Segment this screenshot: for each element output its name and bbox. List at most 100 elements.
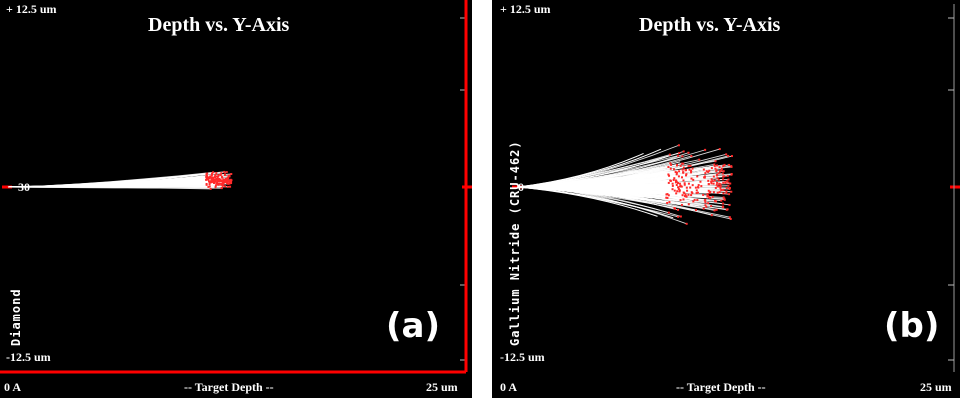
ion-endpoint [667,194,670,197]
ion-endpoint [682,198,685,201]
ion-endpoint [672,178,675,181]
ion-endpoint [726,174,729,177]
ion-endpoint [725,153,728,156]
ion-endpoint [715,173,718,176]
ion-endpoint [207,176,210,179]
ion-endpoint [687,151,690,154]
ion-endpoint [212,171,215,174]
x-axis-left-label: 0 A [500,380,518,394]
ion-endpoint [218,182,221,185]
ion-endpoint [678,152,681,155]
ion-endpoint [694,186,697,189]
ion-endpoint [222,178,225,181]
ion-endpoint [698,158,701,161]
ion-endpoint [720,167,723,170]
ion-endpoint [723,163,726,166]
ion-endpoint [721,172,724,175]
ion-endpoint [713,179,716,182]
ion-endpoint [677,208,680,211]
ion-endpoint [704,172,707,175]
ion-endpoint [210,172,213,175]
ion-endpoint [691,184,694,187]
ion-endpoint [676,163,679,166]
ion-endpoint [676,190,679,193]
ion-endpoint [725,186,728,189]
ion-endpoint [718,185,721,188]
x-axis-right-label: 25 um [920,380,952,394]
ion-endpoint [229,185,232,188]
ion-endpoint [730,165,733,168]
ion-endpoint [728,216,731,219]
ion-endpoint [704,148,707,151]
center-label: 0 [518,180,524,194]
ion-endpoint [681,194,684,197]
ion-endpoint [687,193,690,196]
ion-endpoint [680,185,683,188]
ion-endpoint [675,180,678,183]
ion-track-outlier [517,186,651,212]
ion-endpoint [678,185,681,188]
ion-endpoint [722,165,725,168]
ion-endpoint [730,190,733,193]
ion-endpoint [214,186,217,189]
panel-a: Depth vs. Y-Axis + 12.5 um -12.5 um 30 D… [0,0,472,398]
ion-endpoint [708,196,711,199]
ion-endpoint [727,154,730,157]
ion-endpoint [713,164,716,167]
ion-endpoint [676,182,679,185]
ion-endpoint [682,179,685,182]
ion-endpoint [690,191,693,194]
ion-endpoint [727,184,730,187]
ion-endpoint [696,199,699,202]
ion-endpoint [221,176,224,179]
ion-endpoint [722,188,725,191]
ion-endpoint [725,190,728,193]
ion-endpoint [215,172,218,175]
ion-endpoint [724,181,727,184]
ion-endpoint [715,170,718,173]
ion-track [517,185,679,190]
ion-endpoint [703,176,706,179]
ion-endpoint [217,175,220,178]
ion-endpoint [730,172,733,175]
ion-endpoint [223,170,226,173]
ion-endpoint [710,167,713,170]
ion-endpoint [690,155,693,158]
ion-endpoint [692,178,695,181]
panel-tag: (b) [884,306,940,346]
ion-track-outlier [517,161,681,188]
ion-endpoint [712,191,715,194]
ion-endpoint [674,171,677,174]
ion-track-outlier [517,152,644,188]
ion-endpoint [705,170,708,173]
ion-endpoint [713,209,716,212]
ion-endpoint [675,183,678,186]
ion-endpoint [722,178,725,181]
ion-endpoint [685,186,688,189]
ion-endpoint [210,174,213,177]
ion-endpoint [697,184,700,187]
ion-endpoint [716,181,719,184]
ion-endpoint [722,175,725,178]
ion-endpoint [707,170,710,173]
ion-endpoint [704,201,707,204]
ion-endpoint [722,206,725,209]
ion-endpoint [728,203,731,206]
ion-endpoint [673,189,676,192]
ion-endpoint [710,182,713,185]
ion-endpoint [690,171,693,174]
ion-endpoint [696,175,699,178]
ion-endpoint [228,179,231,182]
ion-endpoint [675,179,678,182]
ion-endpoint [718,182,721,185]
ion-endpoint [679,199,682,202]
ion-endpoint [687,182,690,185]
ion-endpoint [670,163,673,166]
ion-endpoint [218,177,221,180]
y-axis-bottom-label: -12.5 um [6,350,51,364]
ion-endpoint [207,185,210,188]
ion-endpoint [667,173,670,176]
ion-endpoint [217,174,220,177]
ion-endpoint [224,173,227,176]
ion-endpoint [675,192,678,195]
